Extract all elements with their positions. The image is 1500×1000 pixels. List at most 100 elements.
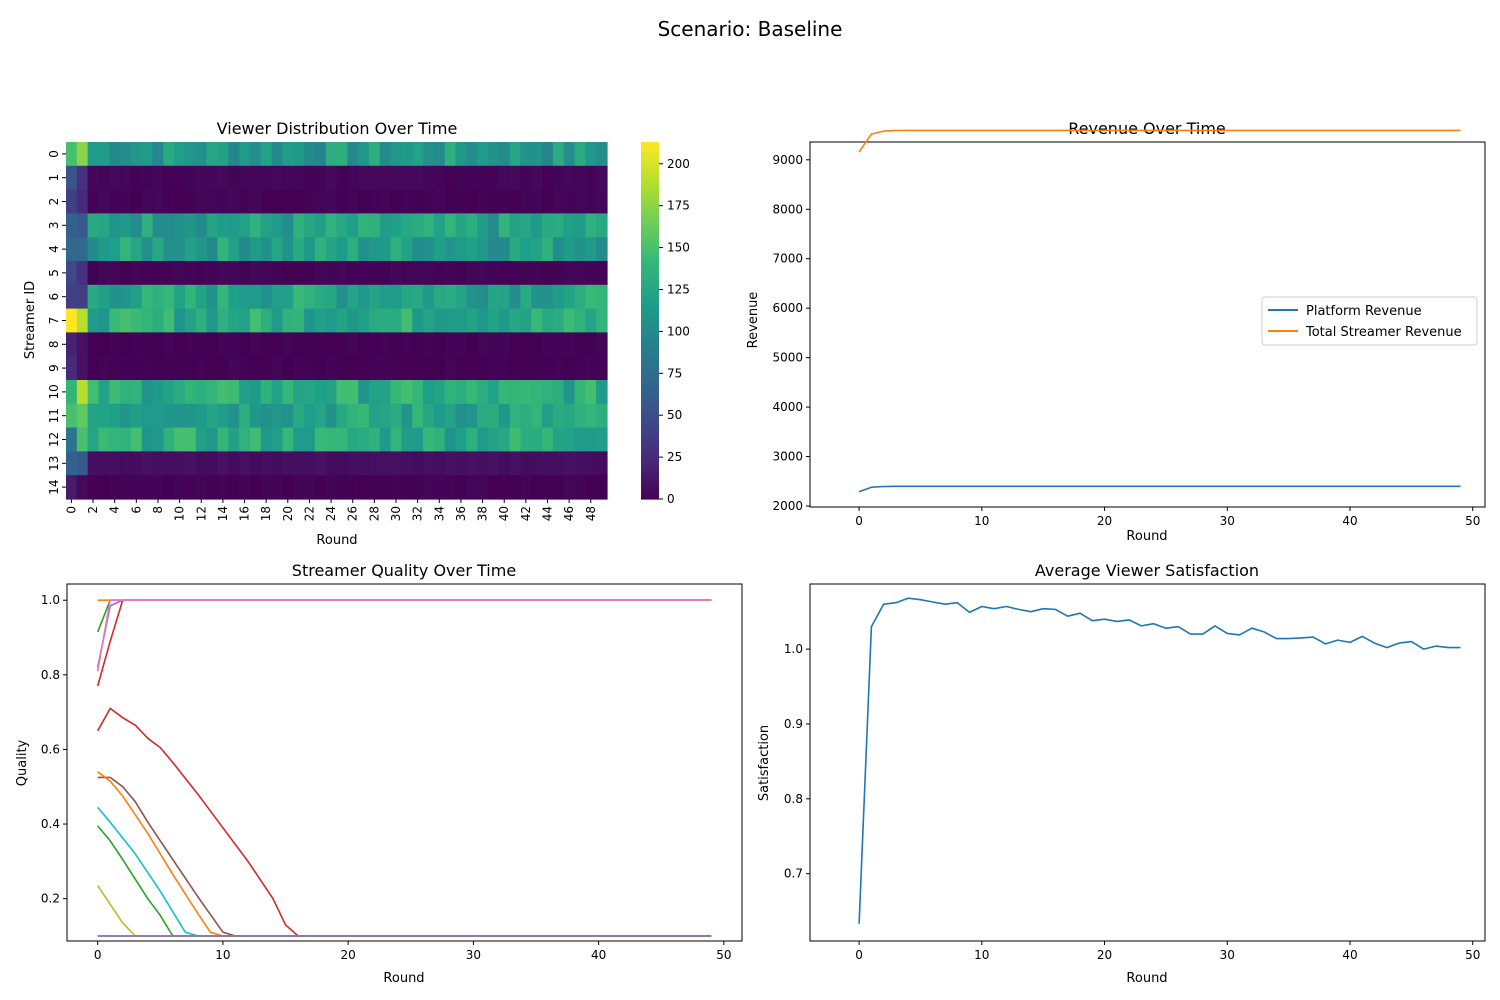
heatmap-cell	[76, 308, 89, 333]
colorbar-segment	[641, 305, 659, 310]
heatmap-cell	[477, 427, 489, 452]
heatmap-cell	[239, 237, 251, 262]
heatmap-cell	[520, 356, 532, 381]
heatmap-cell	[98, 165, 110, 191]
heatmap-cell	[325, 142, 338, 167]
heatmap-cell	[390, 213, 403, 238]
heatmap-cell	[336, 308, 348, 333]
heatmap-cell	[228, 332, 240, 357]
heatmap-cell	[174, 356, 186, 381]
heatmap-cell	[109, 237, 121, 262]
heatmap-cell	[401, 142, 413, 167]
colorbar-segment	[641, 258, 659, 262]
heatmap-cell	[260, 189, 273, 214]
heatmap-cell	[249, 308, 262, 333]
heatmap-cell	[325, 332, 338, 357]
heatmap-cell	[509, 380, 522, 405]
heatmap-cell	[401, 475, 413, 500]
heatmap-cell	[185, 284, 197, 310]
heatmap-cell	[87, 237, 100, 262]
x-tick-label: 10	[173, 506, 187, 521]
heatmap-cell	[87, 142, 100, 167]
heatmap-cell	[585, 189, 597, 214]
heatmap-cell	[466, 284, 478, 310]
heatmap-cell	[520, 380, 532, 405]
x-tick-label: 50	[1465, 514, 1480, 528]
heatmap-cell	[195, 475, 208, 500]
heatmap-cell	[217, 451, 229, 476]
heatmap-cell	[379, 261, 392, 286]
heatmap-cell	[228, 237, 240, 262]
heatmap-cell	[358, 403, 370, 429]
heatmap-cell	[98, 475, 110, 500]
heatmap-cell	[304, 213, 316, 238]
heatmap-cell	[76, 475, 89, 500]
colorbar-segment	[641, 186, 659, 191]
heatmap-cell	[87, 213, 100, 238]
heatmap-cell	[520, 261, 532, 286]
heatmap-cell	[444, 380, 457, 405]
heatmap-cell	[477, 403, 489, 429]
heatmap-cell	[574, 142, 586, 167]
colorbar-segment	[641, 329, 659, 333]
heatmap-cell	[66, 332, 78, 357]
heatmap-cell	[358, 475, 370, 500]
heatmap-cell	[477, 142, 489, 167]
legend-label-platform: Platform Revenue	[1306, 304, 1422, 319]
heatmap-cells	[66, 142, 608, 500]
heatmap-cell	[87, 332, 100, 357]
heatmap-cell	[66, 213, 78, 238]
colorbar-segment	[641, 442, 659, 447]
y-tick-label: 6	[47, 293, 61, 301]
heatmap-cell	[498, 213, 511, 238]
heatmap-cell	[152, 284, 164, 310]
x-tick-label: 30	[389, 506, 403, 521]
heatmap-cell	[325, 380, 338, 405]
heatmap-cell	[574, 356, 586, 381]
heatmap-cell	[531, 261, 543, 286]
heatmap-cell	[552, 284, 565, 310]
heatmap-cell	[379, 475, 392, 500]
heatmap-cell	[401, 356, 413, 381]
heatmap-cell	[531, 189, 543, 214]
satisfaction-plot: 0 10 20 30 40 50 0.7 0.8 0.9 1.0	[784, 583, 1486, 962]
heatmap-cell	[433, 356, 446, 381]
colorbar-segment	[641, 377, 659, 381]
colorbar-segment	[641, 153, 659, 158]
colorbar-segment	[641, 418, 659, 423]
x-tick-label: 22	[302, 506, 316, 521]
heatmap-cell	[358, 356, 370, 381]
heatmap-cell	[98, 332, 110, 357]
quality-ylabel: Quality	[15, 739, 30, 786]
heatmap-cell	[379, 142, 392, 167]
colorbar-segment	[641, 308, 659, 313]
heatmap-cell	[66, 261, 78, 286]
heatmap-cell	[444, 261, 457, 286]
heatmap-cell	[249, 332, 262, 357]
y-tick-label: 0.9	[784, 717, 803, 731]
heatmap-cell	[433, 237, 446, 262]
heatmap-cell	[466, 403, 478, 429]
heatmap-cell	[163, 451, 175, 476]
heatmap-cell	[304, 380, 316, 405]
x-tick-label: 40	[1342, 514, 1357, 528]
heatmap-cell	[66, 189, 78, 214]
heatmap-cell	[336, 189, 348, 214]
x-tick-label: 50	[1465, 948, 1480, 962]
heatmap-cell	[390, 403, 403, 429]
heatmap-cell	[195, 308, 208, 333]
heatmap-cell	[552, 237, 565, 262]
heatmap-cell	[596, 427, 608, 452]
heatmap-cell	[130, 189, 143, 214]
heatmap-cell	[120, 142, 132, 167]
heatmap-cell	[206, 165, 219, 191]
heatmap-cell	[347, 475, 359, 500]
heatmap-cell	[217, 332, 229, 357]
heatmap-cell	[174, 427, 186, 452]
heatmap-cell	[239, 261, 251, 286]
colorbar-segment	[641, 341, 659, 345]
heatmap-cell	[520, 308, 532, 333]
heatmap-cell	[563, 284, 576, 310]
heatmap-cell	[98, 427, 110, 452]
quality-xlabel: Round	[383, 971, 424, 986]
